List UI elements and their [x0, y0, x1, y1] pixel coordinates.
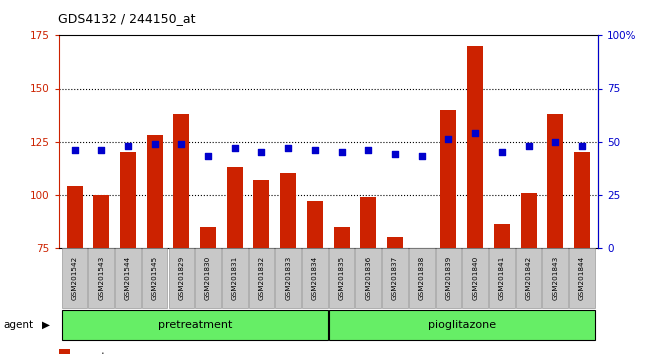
Text: GSM201832: GSM201832: [259, 256, 265, 300]
FancyBboxPatch shape: [142, 248, 168, 308]
Text: GSM201829: GSM201829: [178, 256, 185, 300]
Text: GSM201840: GSM201840: [472, 256, 478, 300]
FancyBboxPatch shape: [543, 248, 568, 308]
Point: [96, 147, 107, 153]
Bar: [227, 167, 243, 354]
Bar: [307, 201, 323, 354]
Point: [417, 154, 427, 159]
Point: [123, 143, 133, 149]
FancyBboxPatch shape: [62, 310, 328, 340]
Text: GDS4132 / 244150_at: GDS4132 / 244150_at: [58, 12, 196, 25]
Bar: [413, 248, 430, 354]
Bar: [280, 173, 296, 354]
FancyBboxPatch shape: [462, 248, 488, 308]
Text: GSM201542: GSM201542: [72, 256, 77, 300]
FancyBboxPatch shape: [515, 248, 541, 308]
FancyBboxPatch shape: [302, 248, 328, 308]
FancyBboxPatch shape: [249, 248, 274, 308]
FancyBboxPatch shape: [489, 248, 515, 308]
Point: [256, 149, 266, 155]
FancyBboxPatch shape: [409, 248, 435, 308]
Point: [577, 143, 587, 149]
Bar: [333, 227, 350, 354]
Text: GSM201842: GSM201842: [526, 256, 532, 300]
Point: [283, 145, 293, 151]
Point: [203, 154, 213, 159]
FancyBboxPatch shape: [88, 248, 114, 308]
Point: [443, 137, 454, 142]
FancyBboxPatch shape: [115, 248, 141, 308]
Bar: [547, 114, 564, 354]
Bar: [574, 152, 590, 354]
Bar: [441, 110, 456, 354]
Text: GSM201833: GSM201833: [285, 256, 291, 300]
Point: [337, 149, 347, 155]
Point: [390, 152, 400, 157]
Point: [523, 143, 534, 149]
Bar: [58, 349, 70, 354]
Bar: [147, 135, 162, 354]
FancyBboxPatch shape: [382, 248, 408, 308]
FancyBboxPatch shape: [62, 248, 87, 308]
FancyBboxPatch shape: [329, 310, 595, 340]
Text: GSM201831: GSM201831: [232, 256, 238, 300]
FancyBboxPatch shape: [276, 248, 301, 308]
Text: GSM201835: GSM201835: [339, 256, 345, 300]
Point: [229, 145, 240, 151]
Text: GSM201838: GSM201838: [419, 256, 424, 300]
Point: [363, 147, 374, 153]
Point: [550, 139, 560, 144]
FancyBboxPatch shape: [195, 248, 221, 308]
Point: [497, 149, 507, 155]
Text: GSM201544: GSM201544: [125, 256, 131, 300]
Bar: [467, 46, 483, 354]
Bar: [66, 186, 83, 354]
Bar: [174, 114, 189, 354]
Bar: [120, 152, 136, 354]
Bar: [521, 193, 536, 354]
Bar: [254, 180, 270, 354]
Point: [470, 130, 480, 136]
Bar: [200, 227, 216, 354]
Text: count: count: [76, 352, 105, 354]
Text: GSM201543: GSM201543: [98, 256, 104, 300]
FancyBboxPatch shape: [356, 248, 381, 308]
FancyBboxPatch shape: [436, 248, 461, 308]
Text: pretreatment: pretreatment: [157, 320, 232, 330]
Text: GSM201836: GSM201836: [365, 256, 371, 300]
Text: pioglitazone: pioglitazone: [428, 320, 496, 330]
Text: ▶: ▶: [42, 320, 50, 330]
Text: agent: agent: [3, 320, 33, 330]
Bar: [387, 237, 403, 354]
Point: [309, 147, 320, 153]
Text: GSM201837: GSM201837: [392, 256, 398, 300]
FancyBboxPatch shape: [222, 248, 248, 308]
Point: [176, 141, 187, 147]
Text: GSM201844: GSM201844: [579, 256, 585, 300]
Point: [150, 141, 160, 147]
Text: GSM201843: GSM201843: [552, 256, 558, 300]
Text: GSM201834: GSM201834: [312, 256, 318, 300]
Text: GSM201841: GSM201841: [499, 256, 505, 300]
FancyBboxPatch shape: [569, 248, 595, 308]
Text: GSM201545: GSM201545: [151, 256, 158, 300]
Point: [70, 147, 80, 153]
Bar: [93, 195, 109, 354]
Text: GSM201839: GSM201839: [445, 256, 452, 300]
Text: GSM201830: GSM201830: [205, 256, 211, 300]
Bar: [360, 197, 376, 354]
FancyBboxPatch shape: [329, 248, 354, 308]
FancyBboxPatch shape: [168, 248, 194, 308]
Bar: [494, 224, 510, 354]
